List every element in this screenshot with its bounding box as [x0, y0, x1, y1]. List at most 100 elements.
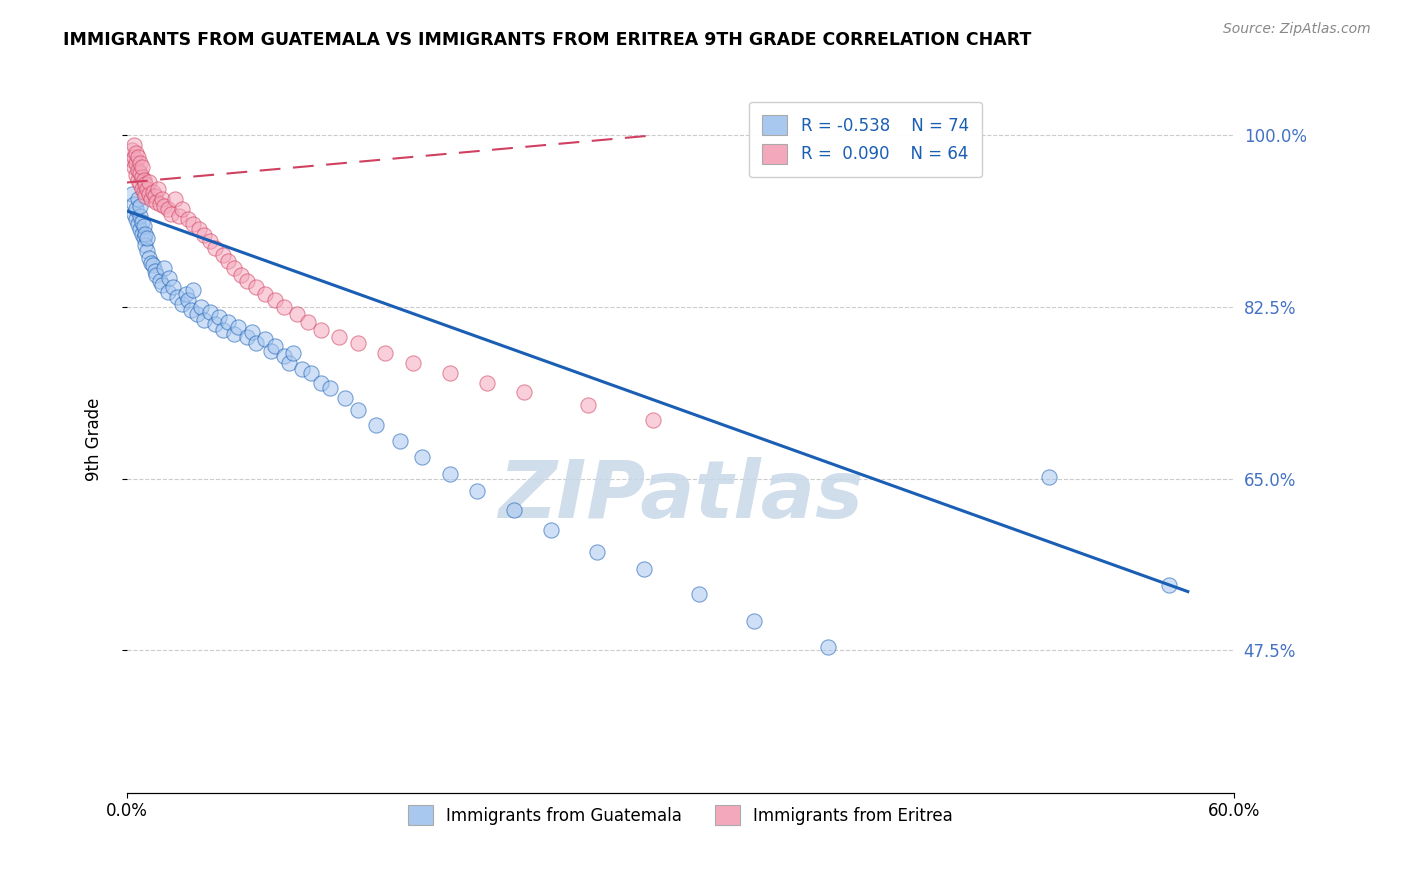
Point	[177, 293, 200, 308]
Point	[576, 398, 599, 412]
Point	[402, 356, 425, 370]
Point	[136, 244, 159, 259]
Point	[134, 227, 156, 241]
Point	[212, 248, 235, 262]
Point	[633, 562, 655, 576]
Point	[142, 258, 165, 272]
Point	[128, 156, 150, 170]
Point	[204, 241, 226, 255]
Point	[245, 280, 267, 294]
Point	[245, 336, 267, 351]
Point	[467, 483, 489, 498]
Point	[217, 315, 239, 329]
Point	[236, 329, 259, 343]
Point	[134, 189, 156, 203]
Point	[139, 256, 162, 270]
Point	[153, 199, 176, 213]
Point	[121, 187, 143, 202]
Point	[236, 274, 259, 288]
Point	[138, 176, 160, 190]
Point	[124, 207, 146, 221]
Point	[148, 182, 170, 196]
Point	[127, 172, 149, 186]
Point	[131, 227, 153, 241]
Point	[174, 287, 197, 301]
Point	[121, 153, 143, 167]
Point	[1038, 470, 1060, 484]
Point	[586, 545, 609, 559]
Point	[125, 156, 148, 170]
Point	[125, 211, 148, 226]
Point	[138, 187, 160, 202]
Point	[346, 403, 368, 417]
Point	[124, 160, 146, 174]
Point	[143, 189, 166, 203]
Point	[193, 313, 215, 327]
Point	[125, 168, 148, 182]
Point	[125, 202, 148, 216]
Point	[142, 186, 165, 200]
Point	[149, 274, 172, 288]
Point	[166, 290, 188, 304]
Point	[291, 362, 314, 376]
Point	[127, 192, 149, 206]
Point	[124, 138, 146, 153]
Point	[167, 209, 190, 223]
Point	[163, 192, 186, 206]
Point	[128, 178, 150, 192]
Y-axis label: 9th Grade: 9th Grade	[86, 398, 103, 481]
Point	[150, 277, 173, 292]
Point	[328, 329, 350, 343]
Point	[162, 280, 184, 294]
Point	[156, 202, 179, 216]
Point	[333, 392, 356, 406]
Point	[364, 417, 387, 432]
Point	[688, 587, 710, 601]
Point	[180, 303, 202, 318]
Point	[374, 346, 396, 360]
Point	[254, 333, 277, 347]
Point	[319, 382, 342, 396]
Point	[157, 270, 180, 285]
Point	[273, 349, 295, 363]
Point	[1159, 577, 1181, 591]
Point	[125, 146, 148, 161]
Point	[193, 228, 215, 243]
Point	[198, 235, 221, 249]
Point	[222, 326, 245, 341]
Point	[128, 209, 150, 223]
Point	[439, 366, 461, 380]
Point	[172, 297, 194, 311]
Point	[503, 503, 526, 517]
Point	[346, 336, 368, 351]
Point	[183, 217, 205, 231]
Point	[121, 143, 143, 157]
Point	[186, 307, 208, 321]
Point	[817, 640, 839, 655]
Point	[136, 182, 159, 196]
Point	[172, 202, 194, 216]
Point	[128, 221, 150, 235]
Point	[309, 323, 332, 337]
Point	[222, 260, 245, 275]
Point	[297, 315, 319, 329]
Point	[217, 254, 239, 268]
Point	[127, 162, 149, 177]
Point	[150, 192, 173, 206]
Point	[134, 178, 156, 192]
Point	[240, 325, 263, 339]
Point	[273, 300, 295, 314]
Point	[439, 467, 461, 481]
Point	[263, 339, 285, 353]
Point	[153, 260, 176, 275]
Point	[278, 356, 301, 370]
Point	[183, 284, 205, 298]
Point	[132, 186, 155, 200]
Point	[309, 376, 332, 390]
Point	[204, 317, 226, 331]
Point	[127, 217, 149, 231]
Point	[136, 231, 159, 245]
Point	[160, 207, 183, 221]
Point	[131, 182, 153, 196]
Point	[299, 366, 322, 380]
